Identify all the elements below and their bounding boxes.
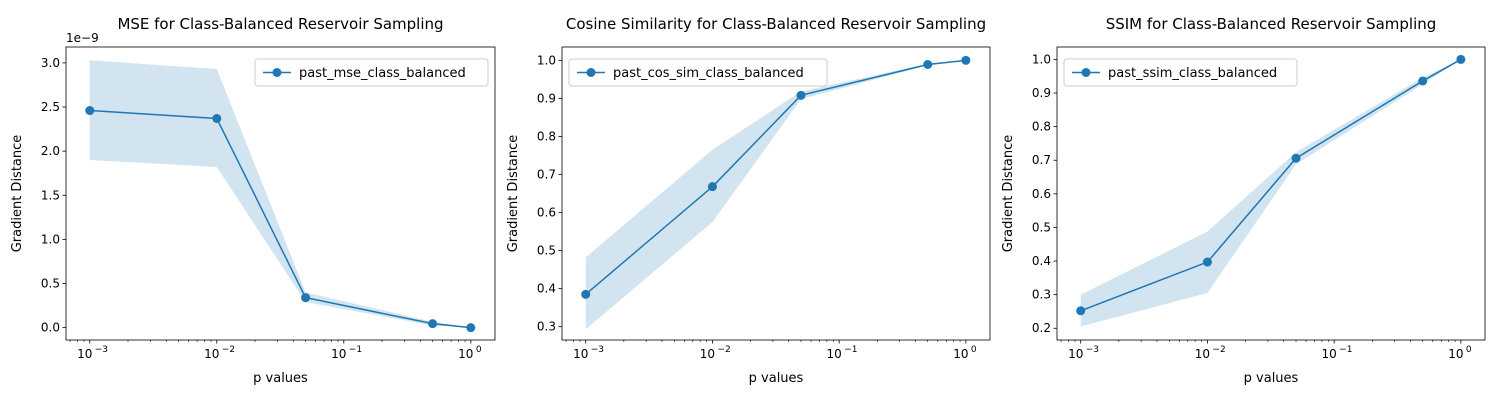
- chart-title: Cosine Similarity for Class-Balanced Res…: [566, 15, 986, 33]
- y-axis-label: Gradient Distance: [506, 135, 521, 253]
- confidence-band: [1080, 59, 1461, 327]
- x-tick-exponent: −3: [1086, 345, 1099, 355]
- chart-title: SSIM for Class-Balanced Reservoir Sampli…: [1106, 15, 1437, 33]
- data-point: [707, 182, 717, 192]
- data-point: [923, 60, 933, 69]
- panel-3: 10 −3 10 −2 10 −1 10 00.20.30.40.50.60.70.80.91…: [1001, 15, 1486, 386]
- data-point: [1291, 153, 1301, 163]
- data-point: [1418, 76, 1428, 86]
- chart-title: MSE for Class-Balanced Reservoir Samplin…: [117, 15, 443, 33]
- x-tick-label: 10: [204, 347, 219, 361]
- y-tick-label: 0.3: [537, 320, 556, 334]
- y-axis-label: Gradient Distance: [1001, 135, 1016, 253]
- x-tick-label: 10: [573, 347, 588, 361]
- data-point: [85, 106, 95, 116]
- y-offset-label: 1e−9: [66, 31, 99, 45]
- x-tick-exponent: −1: [349, 345, 362, 355]
- x-tick-exponent: 0: [971, 345, 977, 355]
- x-axis-label: p values: [749, 371, 804, 386]
- panel-1: 10 −3 10 −2 10 −1 10 00.00.51.01.52.02.53.01e−9…: [10, 15, 496, 386]
- x-tick-exponent: −1: [844, 345, 857, 355]
- y-tick-label: 0.9: [1032, 86, 1051, 100]
- legend-marker-swatch: [586, 68, 596, 77]
- x-tick-label: 10: [827, 347, 842, 361]
- y-tick-label: 0.3: [1032, 288, 1051, 302]
- data-point: [796, 90, 806, 100]
- legend-label: past_ssim_class_balanced: [1108, 66, 1277, 81]
- x-tick-exponent: −2: [222, 345, 235, 355]
- data-point: [301, 293, 311, 303]
- y-tick-label: 0.0: [41, 321, 60, 335]
- y-tick-label: 0.5: [1032, 220, 1051, 234]
- data-point: [466, 323, 476, 333]
- y-tick-label: 0.8: [537, 129, 556, 143]
- y-tick-label: 0.9: [537, 91, 556, 105]
- x-tick-exponent: 0: [1466, 345, 1472, 355]
- data-point: [961, 55, 971, 65]
- panel-2: 10 −3 10 −2 10 −1 10 00.30.40.50.60.70.80.91.0C…: [506, 15, 991, 386]
- data-point: [1202, 257, 1212, 267]
- x-tick-label: 10: [700, 347, 715, 361]
- y-tick-label: 0.6: [537, 206, 556, 220]
- x-axis-label: p values: [1244, 371, 1299, 386]
- x-tick-label: 10: [953, 347, 968, 361]
- y-tick-label: 0.5: [537, 244, 556, 258]
- x-tick-label: 10: [1322, 347, 1337, 361]
- y-tick-label: 3.0: [41, 56, 60, 70]
- x-tick-label: 10: [1068, 347, 1083, 361]
- legend-box: [568, 58, 828, 87]
- x-tick-label: 10: [458, 347, 473, 361]
- data-point: [212, 113, 222, 123]
- y-tick-label: 0.4: [1032, 254, 1051, 268]
- confidence-band: [585, 60, 966, 330]
- confidence-band: [89, 60, 471, 328]
- x-tick-exponent: 0: [476, 345, 482, 355]
- y-tick-label: 0.8: [1032, 120, 1051, 134]
- y-tick-label: 0.7: [1032, 153, 1051, 167]
- data-point: [428, 319, 438, 329]
- x-tick-label: 10: [1195, 347, 1210, 361]
- y-tick-label: 0.5: [41, 277, 60, 291]
- axes-frame: [561, 46, 991, 341]
- y-tick-label: 2.5: [41, 100, 60, 114]
- data-point: [1076, 306, 1086, 316]
- y-tick-label: 1.0: [41, 232, 60, 246]
- legend-marker-swatch: [1081, 68, 1091, 77]
- x-tick-exponent: −2: [717, 345, 730, 355]
- data-point: [1456, 54, 1466, 64]
- x-tick-exponent: −1: [1339, 345, 1352, 355]
- y-tick-label: 0.7: [537, 167, 556, 181]
- y-tick-label: 2.0: [41, 144, 60, 158]
- x-tick-label: 10: [77, 347, 92, 361]
- x-tick-exponent: −2: [1212, 345, 1225, 355]
- legend-label: past_mse_class_balanced: [299, 66, 466, 81]
- y-tick-label: 1.5: [41, 188, 60, 202]
- y-tick-label: 1.0: [537, 53, 556, 67]
- legend-box: [254, 58, 489, 87]
- x-tick-label: 10: [331, 347, 346, 361]
- legend-marker-swatch: [272, 68, 282, 77]
- legend-box: [1063, 58, 1298, 87]
- legend-label: past_cos_sim_class_balanced: [613, 66, 804, 81]
- data-point: [581, 289, 591, 299]
- y-tick-label: 0.6: [1032, 187, 1051, 201]
- axes-frame: [65, 46, 496, 341]
- y-axis-label: Gradient Distance: [10, 135, 25, 253]
- x-tick-label: 10: [1448, 347, 1463, 361]
- x-tick-exponent: −3: [591, 345, 604, 355]
- y-tick-label: 0.4: [537, 282, 556, 296]
- x-tick-exponent: −3: [95, 345, 108, 355]
- y-tick-label: 0.2: [1032, 321, 1051, 335]
- x-axis-label: p values: [253, 371, 308, 386]
- y-tick-label: 1.0: [1032, 52, 1051, 66]
